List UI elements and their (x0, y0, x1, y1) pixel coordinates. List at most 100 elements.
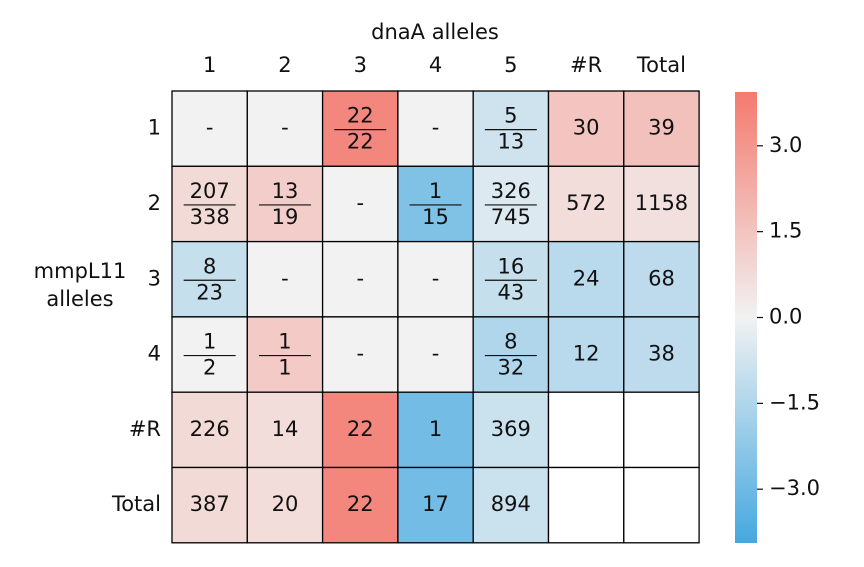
row-label: #R (129, 417, 161, 441)
cell-label: - (432, 266, 440, 290)
cell-numerator: 8 (203, 254, 216, 278)
cell (472, 466, 550, 544)
cell-label: - (432, 116, 440, 140)
cell-label: 387 (190, 492, 230, 516)
cell-label: 39 (648, 116, 675, 140)
cell-numerator: 1 (278, 330, 291, 354)
cell-denominator: 19 (272, 205, 299, 229)
cell-label: 226 (190, 417, 230, 441)
cell-label: 1 (429, 417, 442, 441)
row-label: 4 (148, 342, 161, 366)
cell-label: - (356, 342, 364, 366)
y-axis-label: mmpL11 (34, 259, 127, 283)
cell-label: - (432, 342, 440, 366)
cell (472, 391, 550, 469)
cell-numerator: 22 (347, 104, 374, 128)
cell-label: 14 (272, 417, 299, 441)
cell (623, 90, 700, 167)
cell (246, 165, 324, 243)
cell (171, 466, 248, 544)
cell (397, 466, 474, 544)
cell-denominator: 22 (347, 130, 374, 154)
column-label: 2 (278, 53, 291, 77)
cell-label: 20 (272, 492, 299, 516)
cell (397, 316, 474, 393)
empty-cell (547, 391, 625, 469)
row-label: 3 (148, 266, 161, 290)
cell (321, 466, 399, 544)
cell (171, 165, 248, 243)
cell-denominator: 23 (196, 280, 223, 304)
y-axis-label: alleles (46, 287, 113, 311)
colorbar-tick-label: 3.0 (769, 133, 802, 157)
cell (171, 90, 248, 167)
cell (397, 391, 474, 469)
cell (246, 316, 324, 393)
cell-denominator: 15 (422, 205, 449, 229)
colorbar-tick-label: 1.5 (769, 219, 802, 243)
cell (321, 165, 399, 243)
cell-label: - (281, 266, 289, 290)
row-label: 2 (148, 191, 161, 215)
row-label: Total (111, 492, 161, 516)
cell-denominator: 1 (278, 356, 291, 380)
cell (171, 391, 248, 469)
cell (472, 316, 550, 393)
cell-label: 1158 (635, 191, 688, 215)
cell-label: 38 (648, 342, 675, 366)
cell (246, 466, 324, 544)
cell-label: - (281, 116, 289, 140)
empty-cell (623, 466, 700, 544)
cell (321, 316, 399, 393)
cell-label: 30 (573, 116, 600, 140)
cell (472, 90, 550, 167)
cell-numerator: 326 (491, 179, 531, 203)
cell-label: 369 (491, 417, 531, 441)
colorbar-tick-label: −1.5 (769, 390, 820, 414)
cell (547, 90, 625, 167)
column-label: Total (636, 53, 686, 77)
cell (547, 316, 625, 393)
colorbar-tick-label: −3.0 (769, 476, 820, 500)
column-label: #R (570, 53, 602, 77)
column-label: 5 (504, 53, 517, 77)
cell-label: 22 (347, 492, 374, 516)
cell-numerator: 5 (504, 104, 517, 128)
cell-denominator: 13 (497, 130, 524, 154)
cell-denominator: 2 (203, 356, 216, 380)
cell (547, 165, 625, 243)
cell-numerator: 207 (190, 179, 230, 203)
cell (397, 165, 474, 243)
column-label: 4 (429, 53, 442, 77)
cell-label: 24 (573, 266, 600, 290)
cell-label: 17 (422, 492, 449, 516)
column-label: 3 (354, 53, 367, 77)
colorbar (735, 92, 757, 543)
cell (397, 240, 474, 318)
cell-denominator: 32 (497, 356, 524, 380)
cell-numerator: 8 (504, 330, 517, 354)
cell (472, 165, 550, 243)
cell-label: 894 (491, 492, 531, 516)
cell (246, 391, 324, 469)
cell (472, 240, 550, 318)
cell-label: - (356, 266, 364, 290)
cell (171, 316, 248, 393)
cell-label: 572 (566, 191, 606, 215)
x-axis-label: dnaA alleles (371, 20, 499, 44)
cell-numerator: 1 (429, 179, 442, 203)
cell-label: - (206, 116, 214, 140)
cell-denominator: 338 (190, 205, 230, 229)
cell-denominator: 745 (491, 205, 531, 229)
cell-numerator: 16 (497, 254, 524, 278)
cell (547, 240, 625, 318)
cell-label: - (356, 191, 364, 215)
cell (321, 90, 399, 167)
cell (321, 391, 399, 469)
cell (623, 165, 700, 243)
cell (246, 90, 324, 167)
cell-numerator: 13 (272, 179, 299, 203)
cell-numerator: 1 (203, 330, 216, 354)
cell (171, 240, 248, 318)
